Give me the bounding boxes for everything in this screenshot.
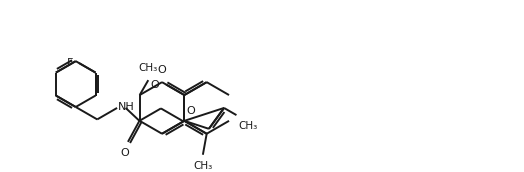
Text: CH₃: CH₃: [193, 162, 213, 171]
Text: F: F: [67, 58, 73, 68]
Text: O: O: [121, 148, 129, 158]
Text: O: O: [186, 106, 195, 116]
Text: NH: NH: [118, 102, 135, 112]
Text: CH₃: CH₃: [238, 121, 258, 131]
Text: O: O: [151, 79, 159, 90]
Text: CH₃: CH₃: [139, 63, 158, 73]
Text: O: O: [158, 66, 167, 76]
